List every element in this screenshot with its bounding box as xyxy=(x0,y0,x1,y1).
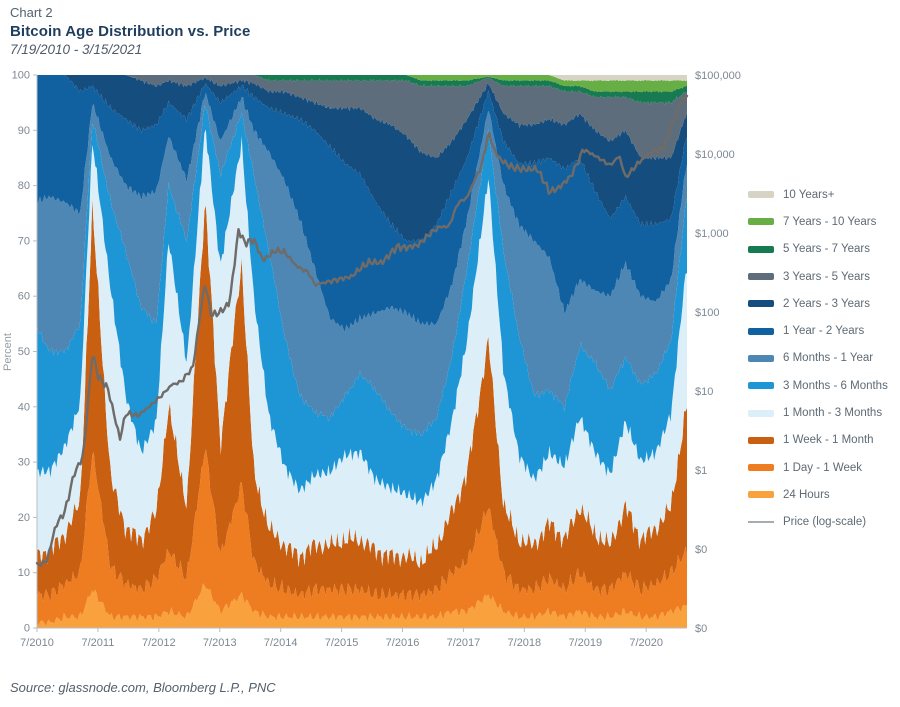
right-tick-label: $100,000 xyxy=(695,70,741,82)
legend-color-swatch xyxy=(748,273,774,281)
legend-color-swatch xyxy=(748,354,774,362)
legend-color-swatch xyxy=(748,409,774,417)
left-tick-label: 20 xyxy=(18,512,30,524)
legend-item: 10 Years+ xyxy=(748,181,888,208)
band-1-year-2-years xyxy=(37,75,687,333)
band-5-years-7-years xyxy=(37,75,687,105)
legend-color-swatch xyxy=(748,464,774,472)
x-tick-label: 7/2020 xyxy=(629,637,663,649)
band-3-years-5-years xyxy=(37,75,687,161)
legend-color-swatch xyxy=(748,436,774,444)
legend-label: 1 Month - 3 Months xyxy=(783,407,883,420)
legend-label: 6 Months - 1 Year xyxy=(783,352,874,365)
legend-line-swatch xyxy=(748,521,774,524)
left-tick-label: 10 xyxy=(18,567,30,579)
legend-item: 3 Years - 5 Years xyxy=(748,263,888,290)
legend-item: 24 Hours xyxy=(748,481,888,508)
x-tick-label: 7/2012 xyxy=(142,637,176,649)
right-tick-label: $10,000 xyxy=(695,149,735,161)
left-tick-label: 40 xyxy=(18,401,30,413)
legend-color-swatch xyxy=(748,300,774,308)
left-tick-label: 70 xyxy=(18,235,30,247)
legend-item: 5 Years - 7 Years xyxy=(748,236,888,263)
left-tick-label: 50 xyxy=(18,346,30,358)
x-tick-label: 7/2011 xyxy=(82,637,115,649)
legend-color-swatch xyxy=(748,382,774,390)
legend-label: 1 Day - 1 Week xyxy=(783,461,863,474)
legend-label: 3 Months - 6 Months xyxy=(783,379,888,392)
x-tick-label: 7/2013 xyxy=(203,637,237,649)
legend-label: 3 Years - 5 Years xyxy=(783,270,870,283)
chart-date-range: 7/19/2010 - 3/15/2021 xyxy=(10,41,143,57)
legend-label: 24 Hours xyxy=(783,488,830,501)
age-distribution-chart: 0 10 20 30 40 50 60 70 80 90 100 7/2010 7/2011 7/2012… xyxy=(12,70,741,650)
right-tick-label: $100 xyxy=(695,307,719,319)
left-tick-label: 100 xyxy=(12,70,30,82)
left-tick-label: 80 xyxy=(18,180,30,192)
left-tick-label: 30 xyxy=(18,457,30,469)
right-tick-label: $0 xyxy=(695,623,707,635)
legend-color-swatch xyxy=(748,327,774,335)
band-1-week-1-month xyxy=(37,198,687,604)
left-tick-label: 90 xyxy=(18,125,30,137)
x-tick-label: 7/2017 xyxy=(447,637,481,649)
legend-item: 3 Months - 6 Months xyxy=(748,372,888,399)
legend-label: 1 Week - 1 Month xyxy=(783,434,874,447)
legend-item: 1 Day - 1 Week xyxy=(748,454,888,481)
legend-item: 1 Year - 2 Years xyxy=(748,317,888,344)
legend-color-swatch xyxy=(748,245,774,253)
band-3-months-6-months xyxy=(37,105,687,508)
legend-color-swatch xyxy=(748,191,774,199)
legend-label: 10 Years+ xyxy=(783,188,835,201)
chart-legend: 10 Years+ 7 Years - 10 Years 5 Years - 7 Y… xyxy=(748,181,888,536)
legend-label: 5 Years - 7 Years xyxy=(783,243,870,256)
right-tick-label: $1 xyxy=(695,465,707,477)
legend-color-swatch xyxy=(748,491,774,499)
band-1-day-1-week xyxy=(37,448,687,627)
x-tick-label: 7/2010 xyxy=(20,637,54,649)
legend-item: 1 Week - 1 Month xyxy=(748,427,888,454)
x-tick-label: 7/2016 xyxy=(386,637,420,649)
right-tick-label: $1,000 xyxy=(695,228,729,240)
legend-item: 6 Months - 1 Year xyxy=(748,345,888,372)
legend-label: 1 Year - 2 Years xyxy=(783,325,865,338)
chart-header: Chart 2 Bitcoin Age Distribution vs. Pri… xyxy=(10,5,250,58)
source-line: Source: glassnode.com, Bloomberg L.P., P… xyxy=(10,680,276,695)
legend-item: 2 Years - 3 Years xyxy=(748,290,888,317)
x-tick-label: 7/2019 xyxy=(568,637,602,649)
band-10-years- xyxy=(37,75,687,82)
legend-item: Price (log-scale) xyxy=(748,509,888,536)
price-line xyxy=(35,94,689,567)
band-24-hours xyxy=(37,583,687,628)
left-tick-label: 0 xyxy=(24,623,30,635)
right-tick-label: $10 xyxy=(695,386,713,398)
x-tick-label: 7/2015 xyxy=(325,637,359,649)
band-7-years-10-years xyxy=(37,75,687,93)
chart-number: Chart 2 xyxy=(10,5,53,20)
band-1-month-3-months xyxy=(37,129,687,569)
band-6-months-1-year xyxy=(37,92,687,436)
x-tick-label: 7/2014 xyxy=(264,637,298,649)
legend-label: Price (log-scale) xyxy=(783,516,867,529)
legend-item: 1 Month - 3 Months xyxy=(748,399,888,426)
band-2-years-3-years xyxy=(37,75,687,244)
legend-color-swatch xyxy=(748,218,774,226)
x-tick-label: 7/2018 xyxy=(508,637,542,649)
legend-label: 7 Years - 10 Years xyxy=(783,215,877,228)
left-tick-label: 60 xyxy=(18,291,30,303)
legend-label: 2 Years - 3 Years xyxy=(783,297,870,310)
chart-title: Bitcoin Age Distribution vs. Price xyxy=(10,22,251,40)
legend-item: 7 Years - 10 Years xyxy=(748,208,888,235)
right-tick-label: $0 xyxy=(695,544,707,556)
